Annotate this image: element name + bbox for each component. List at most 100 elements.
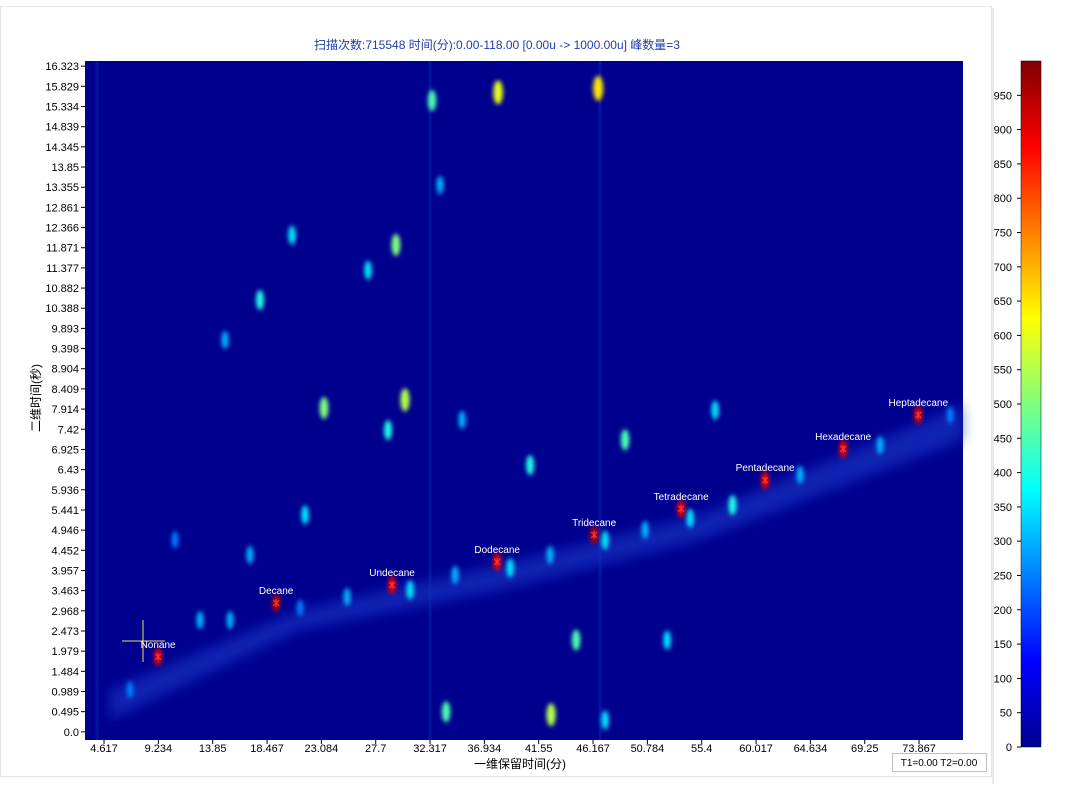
intensity-spot: [572, 630, 580, 651]
y-tick-label: 5.936: [51, 485, 79, 497]
peak-label: Tridecane: [572, 518, 617, 529]
y-tick-label: 8.904: [51, 364, 79, 376]
intensity-spot: [428, 90, 436, 111]
x-tick-label: 18.467: [250, 743, 284, 755]
colorbar-tick-label: 300: [994, 536, 1012, 548]
y-tick-label: 12.366: [45, 223, 79, 235]
peak-label: Nonane: [141, 640, 176, 651]
x-tick-label: 32.317: [413, 743, 447, 755]
plot-background: [85, 61, 963, 740]
x-tick-label: 69.25: [851, 743, 879, 755]
intensity-spot: [221, 331, 228, 349]
y-axis-label: 二维时间(秒): [29, 364, 43, 432]
colorbar-tick-label: 850: [994, 159, 1012, 171]
colorbar-tick-label: 500: [994, 399, 1012, 411]
y-tick-label: 14.839: [45, 122, 79, 134]
y-tick-label: 6.43: [58, 465, 79, 477]
intensity-spot: [458, 411, 465, 429]
x-tick-label: 23.084: [305, 743, 339, 755]
y-tick-label: 15.829: [45, 81, 79, 93]
intensity-spot: [797, 466, 804, 484]
peak-label: Undecane: [369, 568, 415, 579]
x-tick-label: 73.867: [902, 743, 936, 755]
colorbar-tick-label: 350: [994, 502, 1012, 514]
intensity-spot: [384, 420, 392, 440]
y-tick-label: 3.957: [51, 565, 79, 577]
intensity-spot: [297, 599, 304, 616]
intensity-spot: [392, 234, 401, 256]
intensity-spot: [227, 611, 234, 629]
y-tick-label: 6.925: [51, 444, 79, 456]
intensity-spot: [526, 455, 534, 475]
intensity-spot: [642, 521, 649, 539]
colorbar-tick-label: 150: [994, 639, 1012, 651]
y-tick-label: 7.42: [58, 424, 79, 436]
y-tick-label: 10.882: [45, 283, 79, 295]
x-tick-label: 64.634: [794, 743, 828, 755]
intensity-spot: [344, 588, 351, 606]
x-axis-label: 一维保留时间(分): [474, 757, 566, 771]
colorbar: [1021, 61, 1041, 747]
y-tick-label: 14.345: [45, 142, 79, 154]
colorbar-tick-label: 650: [994, 296, 1012, 308]
y-tick-label: 15.334: [45, 102, 79, 114]
colorbar-tick-label: 800: [994, 193, 1012, 205]
colorbar-tick-label: 450: [994, 433, 1012, 445]
intensity-spot: [686, 509, 694, 528]
intensity-spot: [547, 546, 554, 564]
peak-label: Tetradecane: [654, 492, 709, 503]
y-tick-label: 13.355: [45, 182, 79, 194]
intensity-spot: [663, 631, 671, 650]
colorbar-tick-label: 750: [994, 228, 1012, 240]
intensity-spot: [601, 711, 609, 730]
intensity-spot: [593, 76, 603, 101]
colorbar-tick-label: 250: [994, 571, 1012, 583]
intensity-spot: [947, 406, 954, 423]
intensity-spot: [406, 580, 414, 599]
colorbar-tick-label: 50: [1000, 708, 1012, 720]
y-tick-label: 2.968: [51, 606, 79, 618]
intensity-spot: [320, 397, 329, 419]
page: 扫描次数:715548 时间(分):0.00-118.00 [0.00u -> …: [0, 0, 1078, 784]
y-tick-label: 8.409: [51, 384, 79, 396]
x-tick-label: 50.784: [631, 743, 665, 755]
intensity-spot: [877, 436, 884, 454]
colorbar-tick-label: 600: [994, 330, 1012, 342]
y-tick-label: 4.946: [51, 525, 79, 537]
y-tick-label: 11.871: [46, 243, 79, 255]
peak-label: Hexadecane: [815, 432, 872, 443]
y-tick-label: 2.473: [51, 626, 79, 638]
colorbar-tick-label: 400: [994, 468, 1012, 480]
colorbar-tick-label: 0: [1006, 742, 1012, 754]
x-tick-label: 60.017: [739, 743, 773, 755]
intensity-spot: [246, 546, 253, 564]
intensity-spot: [301, 505, 309, 524]
x-tick-label: 4.617: [90, 743, 118, 755]
y-tick-label: 16.323: [45, 61, 79, 73]
y-tick-label: 12.861: [45, 202, 79, 214]
intensity-spot: [364, 261, 372, 280]
intensity-spot: [729, 495, 737, 515]
colorbar-tick-label: 900: [994, 125, 1012, 137]
intensity-spot: [256, 290, 264, 310]
y-tick-label: 0.495: [51, 707, 79, 719]
intensity-spot: [400, 388, 409, 411]
colorbar-tick-label: 100: [994, 673, 1012, 685]
y-tick-label: 10.388: [45, 303, 79, 315]
intensity-spot: [452, 566, 459, 584]
colorbar-tick-label: 200: [994, 605, 1012, 617]
y-tick-label: 3.463: [51, 586, 79, 598]
colorbar-tick-label: 950: [994, 90, 1012, 102]
intensity-spot: [197, 611, 204, 629]
chart: 扫描次数:715548 时间(分):0.00-118.00 [0.00u -> …: [0, 0, 1078, 784]
x-tick-label: 36.934: [468, 743, 502, 755]
plot-area: [85, 61, 963, 740]
y-tick-label: 9.398: [51, 344, 79, 356]
x-tick-label: 9.234: [145, 743, 173, 755]
intensity-spot: [493, 80, 503, 104]
y-tick-label: 1.484: [51, 666, 79, 678]
colorbar-tick-label: 550: [994, 365, 1012, 377]
y-tick-label: 0.0: [64, 727, 79, 739]
intensity-spot: [546, 703, 555, 726]
x-tick-label: 13.85: [199, 743, 227, 755]
